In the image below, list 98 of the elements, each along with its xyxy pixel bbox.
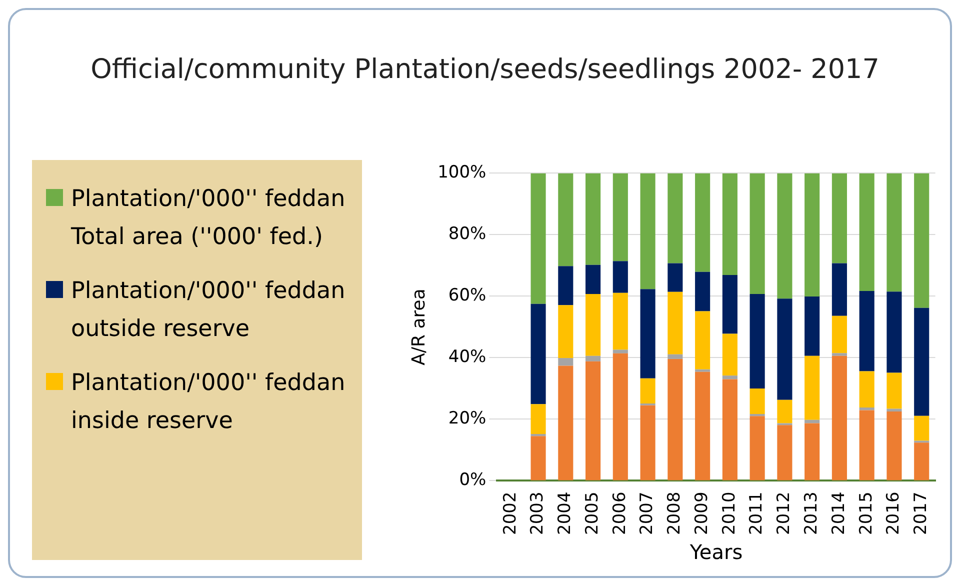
bar	[530, 173, 546, 304]
bar	[914, 308, 930, 416]
bar	[530, 436, 546, 480]
x-tick-label: 2011	[746, 492, 767, 535]
bar	[612, 173, 628, 262]
bar	[859, 290, 874, 372]
bar	[804, 173, 820, 297]
legend-label: Plantation/'000'' feddan outside reserve	[71, 277, 346, 344]
bar	[777, 173, 792, 299]
bar	[777, 425, 792, 480]
bar	[612, 261, 628, 293]
bar	[722, 379, 738, 480]
y-tick-label: 100%	[438, 162, 486, 183]
bar	[668, 173, 683, 264]
x-tick-label: 2007	[637, 492, 658, 535]
x-tick-label: 2017	[911, 492, 932, 535]
bar	[586, 294, 601, 356]
bar	[558, 173, 574, 266]
bar	[695, 372, 710, 480]
x-tick-label: 2009	[692, 492, 712, 535]
x-tick-label: 2005	[582, 492, 602, 535]
x-tick-label: 2003	[528, 492, 548, 535]
bar	[695, 272, 710, 312]
x-axis-title: Years	[688, 540, 743, 564]
bar	[832, 173, 847, 264]
bar	[914, 416, 930, 441]
x-tick-label: 2002	[500, 492, 520, 535]
bar	[586, 264, 601, 294]
bar	[668, 354, 683, 359]
bar	[832, 356, 847, 480]
bar	[586, 361, 601, 480]
bar	[750, 388, 765, 414]
bar	[886, 173, 902, 292]
bar	[558, 305, 574, 358]
bar	[668, 358, 683, 480]
y-tick-label: 40%	[448, 347, 486, 368]
bar	[750, 294, 765, 388]
bar	[832, 353, 847, 356]
bar	[859, 371, 874, 408]
bar	[640, 405, 656, 480]
bar	[886, 292, 902, 373]
legend-label: Plantation/'000'' feddan inside reserve	[71, 369, 346, 436]
bar	[777, 400, 792, 424]
y-tick-label: 0%	[459, 470, 486, 490]
bar	[586, 173, 601, 265]
bar	[804, 423, 820, 480]
x-tick-label: 2015	[856, 492, 876, 535]
bar	[859, 408, 874, 410]
bar	[722, 376, 738, 380]
y-tick-label: 80%	[448, 224, 486, 244]
x-tick-label: 2014	[828, 492, 849, 535]
bar	[750, 173, 765, 294]
bar	[668, 263, 683, 292]
y-tick-label: 20%	[448, 408, 486, 429]
bar	[777, 298, 792, 400]
x-tick-label: 2016	[884, 492, 904, 535]
bar	[640, 173, 656, 290]
bar	[859, 173, 874, 291]
legend-label: Plantation/'000'' feddan Total area (''000' fed.)	[71, 185, 346, 252]
bar	[586, 356, 601, 362]
x-tick-label: 2006	[610, 492, 630, 535]
bar	[530, 404, 546, 434]
x-tick-label: 2013	[802, 492, 822, 535]
bar	[558, 266, 574, 306]
bar	[722, 334, 738, 376]
bar	[804, 356, 820, 420]
chart-title: Official/community Plantation/seeds/seedlings 2002- 2017	[90, 53, 880, 87]
y-axis-title: A/R area	[408, 288, 430, 366]
bar	[722, 173, 738, 275]
bar	[722, 274, 738, 334]
bar	[750, 416, 765, 480]
bar	[886, 408, 902, 412]
x-tick-label: 2008	[664, 492, 685, 535]
bar	[530, 304, 546, 404]
bar	[640, 289, 656, 378]
bar	[530, 434, 546, 436]
bar	[914, 442, 930, 480]
bar	[612, 350, 628, 354]
bar	[668, 292, 683, 354]
bar	[859, 410, 874, 480]
bar	[695, 369, 710, 372]
bar	[640, 378, 656, 404]
y-tick-label: 60%	[448, 286, 486, 306]
bar	[886, 412, 902, 480]
x-tick-label: 2010	[719, 492, 740, 535]
bar	[558, 358, 574, 366]
bar	[886, 372, 902, 409]
bar	[612, 292, 628, 350]
bar	[832, 316, 847, 354]
bar	[612, 353, 628, 480]
bar	[832, 263, 847, 316]
bar	[914, 173, 930, 308]
bar	[695, 311, 710, 370]
x-tick-label: 2004	[555, 492, 576, 535]
bar	[804, 296, 820, 356]
bar	[695, 173, 710, 272]
bar	[558, 366, 574, 480]
x-tick-label: 2012	[774, 492, 794, 535]
